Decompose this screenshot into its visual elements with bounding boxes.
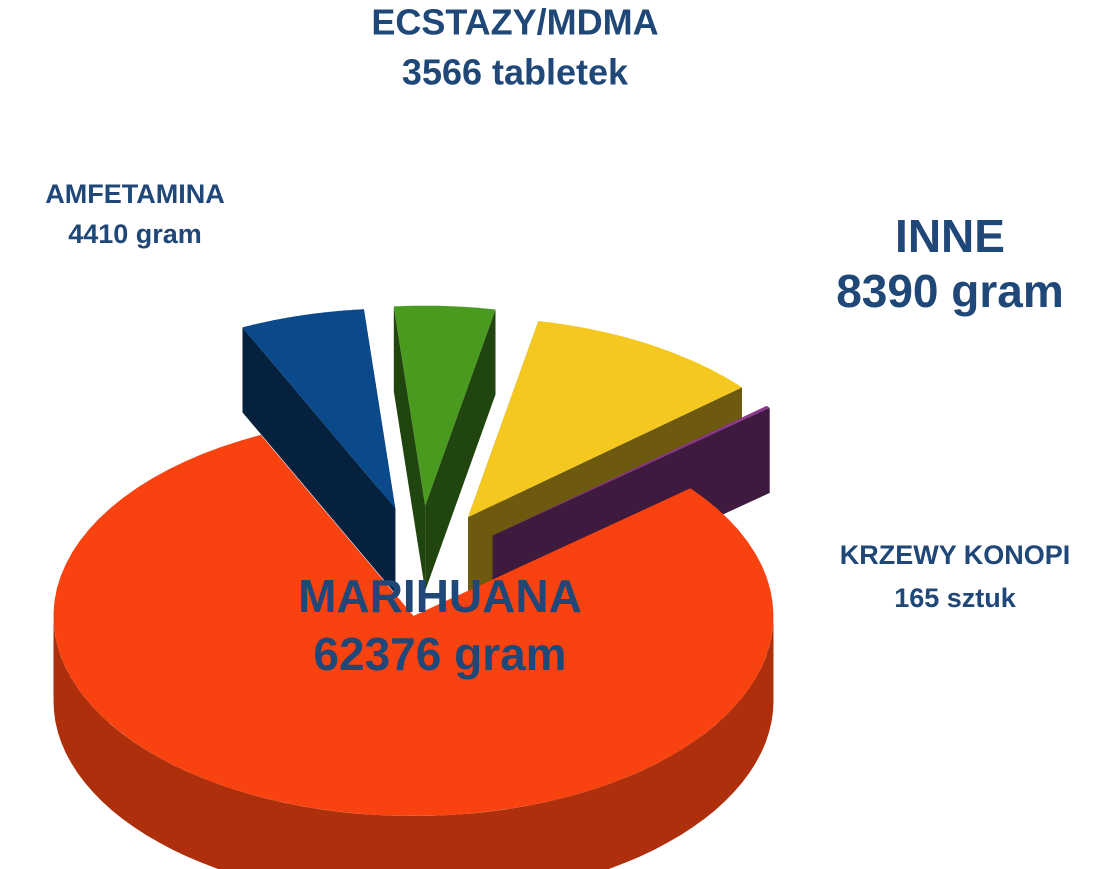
slice-side xyxy=(425,309,496,591)
category-label: AMFETAMINA xyxy=(45,179,224,209)
category-label: ECSTAZY/MDMA xyxy=(371,2,658,43)
slice xyxy=(492,405,770,536)
value-label: 165 sztuk xyxy=(894,583,1017,613)
slice xyxy=(393,305,496,506)
slice-wall xyxy=(53,616,774,869)
category-label: INNE xyxy=(895,210,1005,262)
slice xyxy=(468,321,742,518)
value-label: 62376 gram xyxy=(313,628,566,680)
slice xyxy=(53,434,774,816)
slice xyxy=(242,309,396,509)
value-label: 8390 gram xyxy=(836,265,1064,317)
category-label: KRZEWY KONOPI xyxy=(840,540,1071,570)
slice-side xyxy=(393,306,426,591)
value-label: 4410 gram xyxy=(68,219,202,249)
category-label: MARIHUANA xyxy=(298,570,582,622)
slice-side xyxy=(242,327,396,594)
value-label: 3566 tabletek xyxy=(402,52,629,93)
